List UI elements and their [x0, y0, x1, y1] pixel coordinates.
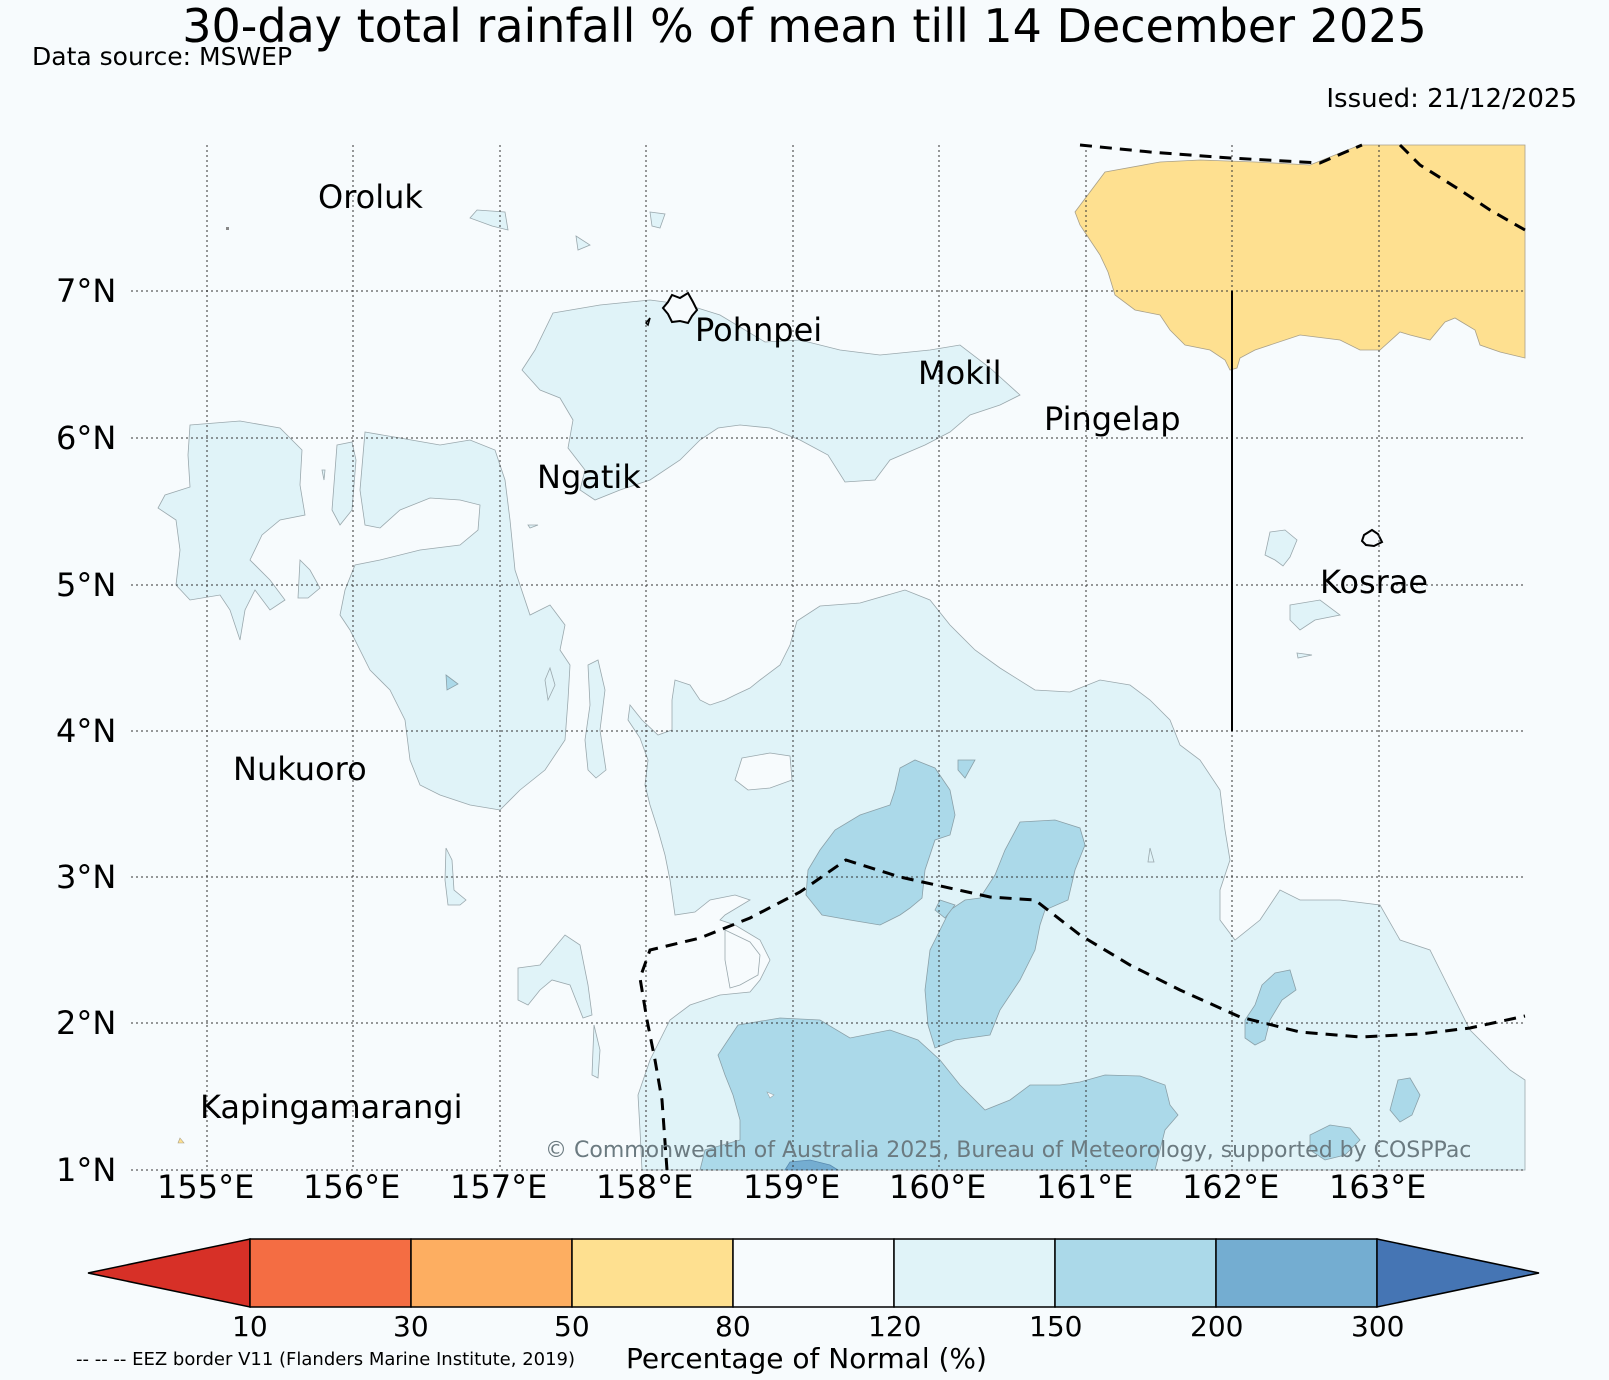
lat-label-4n: 4°N: [56, 712, 117, 750]
colorbar-10-30: [249, 1238, 412, 1308]
lon-label-159e: 159°E: [743, 1168, 841, 1206]
lat-label-3n: 3°N: [56, 858, 117, 896]
lon-label-158e: 158°E: [596, 1168, 694, 1206]
lat-label-5n: 5°N: [56, 566, 117, 604]
anomaly-200-300: [784, 1159, 840, 1171]
colorbar-200-300: [1215, 1238, 1378, 1308]
pohnpei-island: [661, 291, 699, 325]
colorbar-above-300: [1376, 1238, 1540, 1308]
lat-label-6n: 6°N: [56, 419, 117, 457]
colorbar-150-200: [1054, 1238, 1217, 1308]
lat-label-1n: 1°N: [56, 1151, 117, 1189]
colorbar-50-80: [571, 1238, 734, 1308]
lon-label-156e: 156°E: [303, 1168, 401, 1206]
place-kosrae: Kosrae: [1320, 563, 1429, 601]
lon-label-157e: 157°E: [450, 1168, 548, 1206]
anomaly-50-80: [1074, 144, 1526, 371]
colorbar-below-10: [87, 1238, 251, 1308]
issued-date: Issued: 21/12/2025: [1326, 84, 1577, 114]
colorbar-tick-150: 150: [1029, 1310, 1083, 1343]
colorbar-tick-120: 120: [868, 1310, 922, 1343]
kosrae-island: [1360, 528, 1384, 548]
eez-border-note: -- -- -- EEZ border V11 (Flanders Marine…: [76, 1349, 576, 1370]
colorbar-tick-200: 200: [1190, 1310, 1244, 1343]
colorbar-label: Percentage of Normal (%): [626, 1342, 987, 1375]
colorbar-120-150: [893, 1238, 1056, 1308]
colorbar-tick-10: 10: [232, 1310, 268, 1343]
place-oroluk: Oroluk: [318, 178, 423, 216]
copyright-notice: © Commonwealth of Australia 2025, Bureau…: [545, 1138, 1472, 1163]
anomaly-150-200: [445, 674, 1421, 1171]
lon-label-155e: 155°E: [157, 1168, 255, 1206]
colorbar-tick-30: 30: [393, 1310, 429, 1343]
lat-label-7n: 7°N: [56, 272, 117, 310]
colorbar-tick-50: 50: [554, 1310, 590, 1343]
place-mokil: Mokil: [918, 354, 1002, 392]
place-ngatik: Ngatik: [537, 458, 641, 496]
lon-label-161e: 161°E: [1036, 1168, 1134, 1206]
lon-label-162e: 162°E: [1182, 1168, 1280, 1206]
lat-label-2n: 2°N: [56, 1004, 117, 1042]
colorbar-tick-80: 80: [715, 1310, 751, 1343]
anomaly-80-120-holes: [724, 752, 793, 989]
data-source: Data source: MSWEP: [32, 42, 293, 71]
colorbar-tick-300: 300: [1351, 1310, 1405, 1343]
lon-label-160e: 160°E: [889, 1168, 987, 1206]
colorbar-80-120: [732, 1238, 895, 1308]
map-title: 30-day total rainfall % of mean till 14 …: [182, 0, 1427, 53]
lon-label-163e: 163°E: [1329, 1168, 1427, 1206]
place-nukuoro: Nukuoro: [233, 750, 367, 788]
eez-border: [638, 143, 1526, 1171]
place-pohnpei: Pohnpei: [695, 311, 823, 349]
place-kapingamarangi: Kapingamarangi: [200, 1088, 463, 1126]
colorbar: [87, 1238, 1540, 1308]
colorbar-30-50: [410, 1238, 573, 1308]
place-pingelap: Pingelap: [1044, 400, 1181, 438]
